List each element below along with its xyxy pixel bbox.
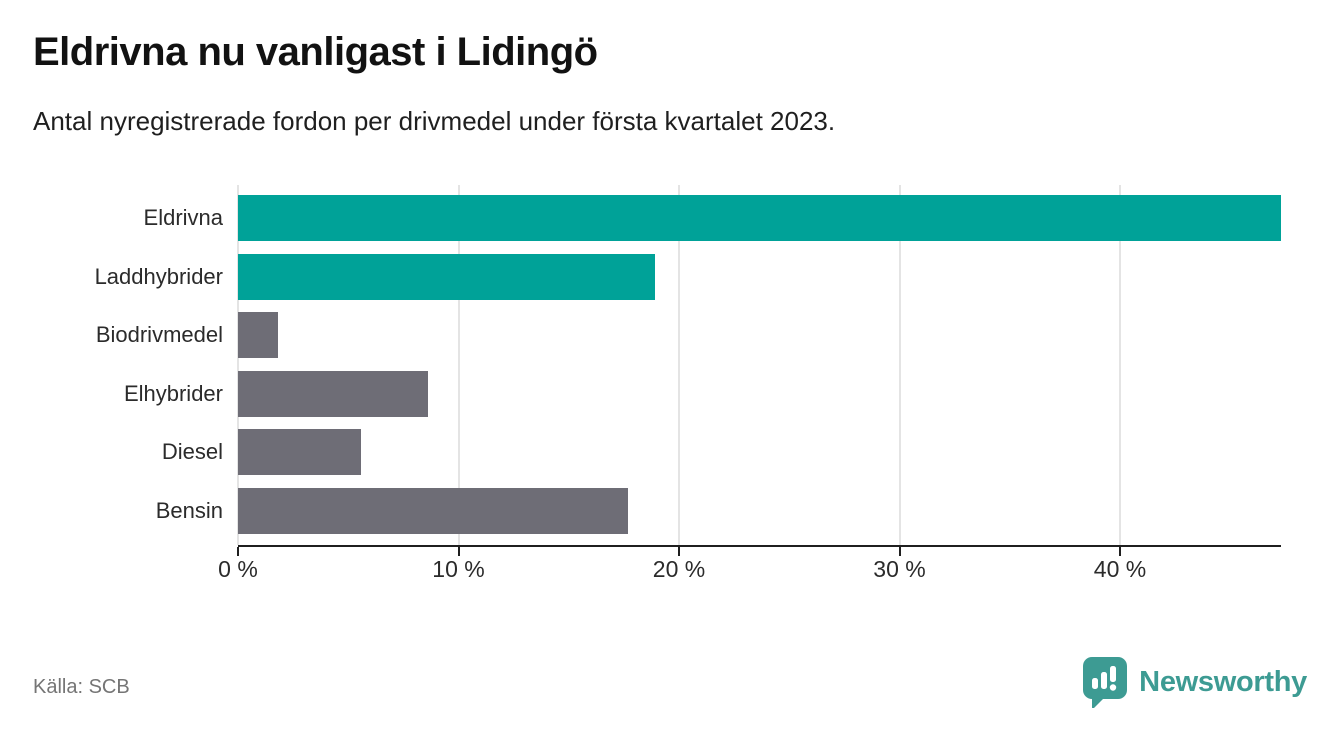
category-label: Biodrivmedel [95,322,223,348]
bar-rows: Eldrivna Laddhybrider Biodrivmedel Elhybrid… [0,189,1281,540]
newsworthy-brand: Newsworthy [1082,656,1307,708]
bar-row: Biodrivmedel [0,306,1281,365]
x-axis-tick-label: 40 % [1093,556,1147,582]
bar-bensin [238,487,629,534]
bar-row: Elhybrider [0,365,1281,424]
bar-diesel [238,429,362,476]
bar-track [238,195,1281,242]
gridline [457,185,460,545]
chart-title: Eldrivna nu vanligast i Lidingö [33,30,598,74]
category-label: Diesel [161,439,223,465]
bar-track [238,429,1281,476]
x-axis-tick [1119,547,1122,556]
bar-track [238,253,1281,300]
bar-eldrivna [238,195,1281,242]
bar-track [238,312,1281,359]
bar-laddhybrider [238,253,655,300]
gridline [898,185,901,545]
x-axis-tick [237,547,239,556]
brand-name: Newsworthy [1139,665,1307,698]
x-axis-tick-label: 20 % [652,556,706,582]
bar-elhybrider [238,370,428,417]
x-axis-labels: 0 % 10 % 20 % 30 % 40 % [218,556,1281,586]
x-axis-tick [457,547,460,556]
bar-track [238,487,1281,534]
gridline [678,185,680,545]
bar-track [238,370,1281,417]
x-axis-tick [898,547,901,556]
plot-area [237,185,1281,556]
x-axis-tick-label: 10 % [432,556,485,582]
bar-row: Bensin [0,482,1281,541]
chart-subtitle: Antal nyregistrerade fordon per drivmede… [33,106,836,136]
x-axis-tick [678,547,680,556]
gridline [1119,185,1122,545]
x-axis-tick-label: 0 % [218,556,258,582]
bar-row: Diesel [0,423,1281,482]
bar-row: Laddhybrider [0,248,1281,307]
bar-row: Eldrivna [0,189,1281,248]
x-axis-tick-label: 30 % [873,556,926,582]
category-label: Bensin [155,497,223,523]
category-label: Eldrivna [143,205,223,231]
category-label: Elhybrider [123,380,223,406]
gridline [237,185,239,545]
source-note: Källa: SCB [33,676,130,698]
bar-biodrivmedel [238,312,278,359]
newsworthy-logo-icon [1083,657,1128,708]
category-label: Laddhybrider [94,263,223,289]
